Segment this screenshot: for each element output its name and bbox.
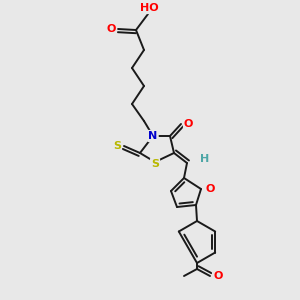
- Text: O: O: [184, 119, 194, 129]
- Text: HO: HO: [140, 3, 158, 13]
- Text: O: O: [106, 24, 116, 34]
- Text: S: S: [113, 141, 121, 151]
- Text: O: O: [213, 271, 222, 281]
- Text: O: O: [205, 184, 214, 194]
- Text: N: N: [148, 131, 158, 141]
- Text: S: S: [151, 159, 159, 169]
- Text: H: H: [200, 154, 209, 164]
